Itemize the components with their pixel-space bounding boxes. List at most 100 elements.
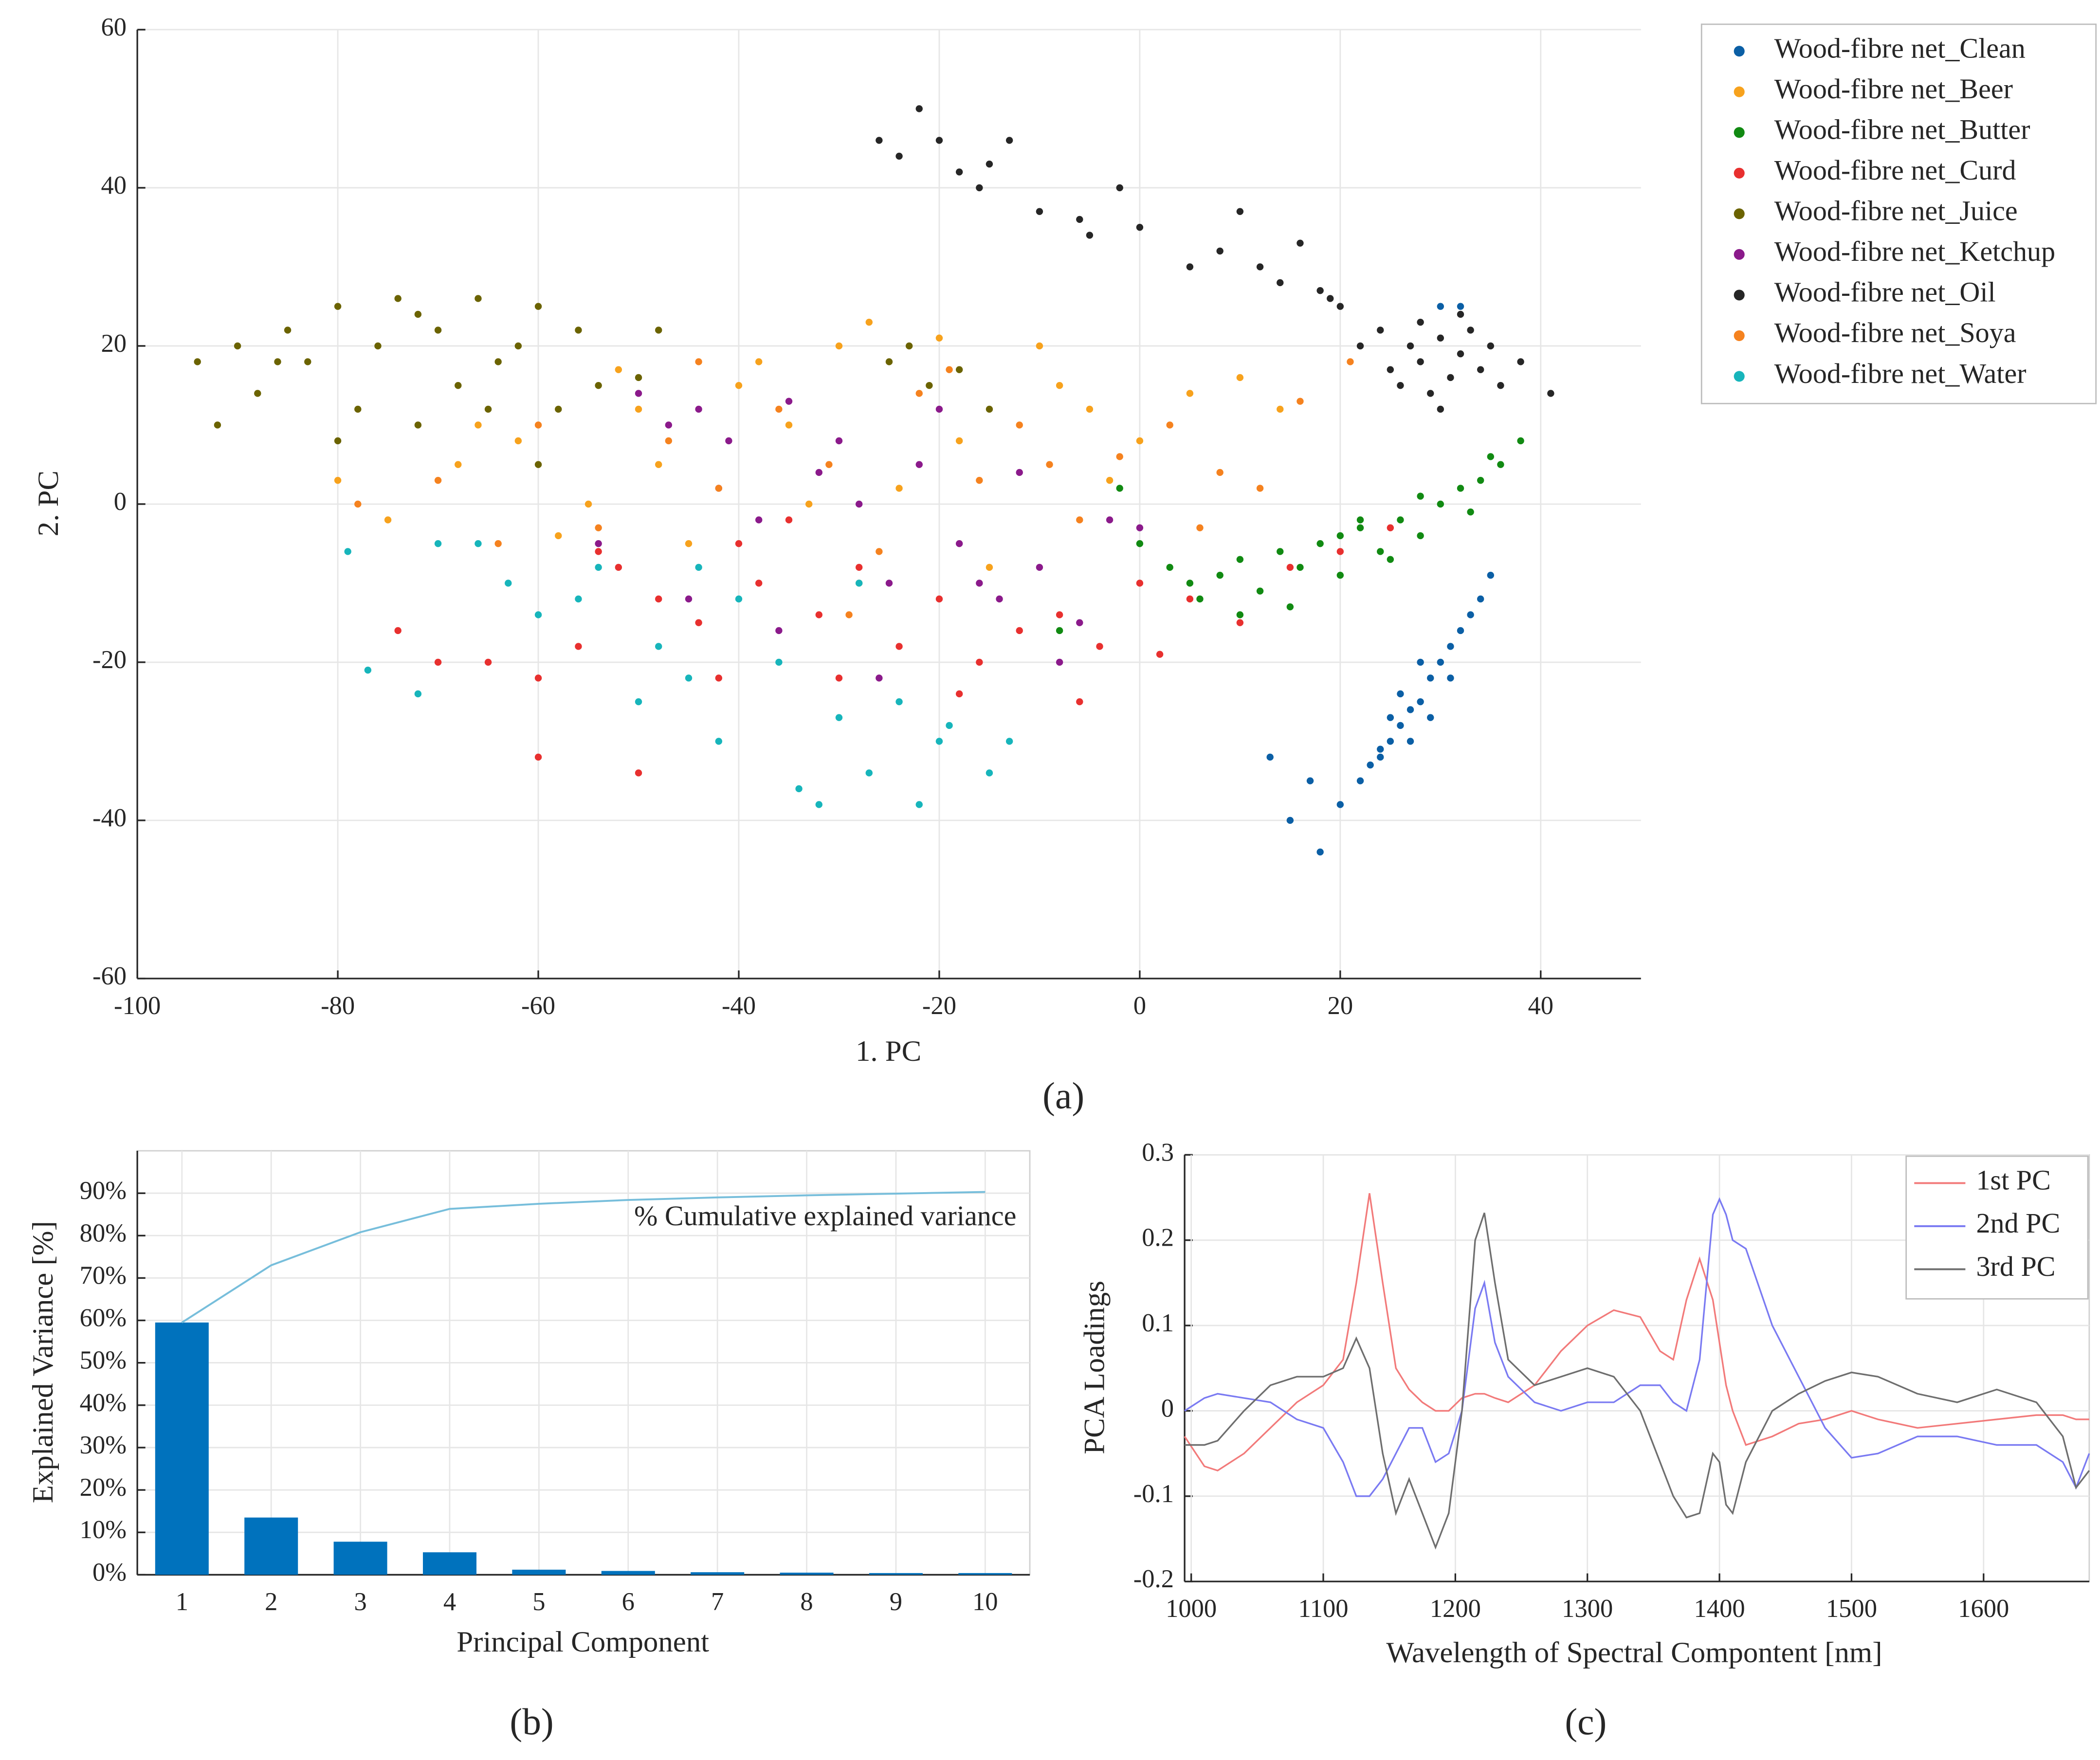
scatter-point	[915, 801, 923, 808]
scatter-point	[695, 405, 702, 413]
scatter-point	[1397, 722, 1404, 729]
scatter-point	[1406, 706, 1414, 713]
x-tick-label: 1300	[1562, 1595, 1613, 1623]
scatter-point	[234, 342, 241, 350]
scatter-point	[274, 358, 281, 365]
x-tick-label: -40	[722, 992, 756, 1020]
bar	[780, 1572, 834, 1575]
scatter-point	[986, 769, 993, 777]
scatter-point	[885, 358, 893, 365]
x-tick-label: 1200	[1430, 1595, 1481, 1623]
scatter-point	[1427, 714, 1434, 721]
scatter-point	[1397, 382, 1404, 389]
scatter-point	[655, 643, 662, 650]
scatter-point	[1406, 342, 1414, 350]
scatter-point	[955, 437, 963, 445]
legend-marker	[1734, 330, 1745, 341]
scatter-point	[1005, 137, 1013, 144]
scatter-point	[1316, 287, 1324, 294]
scatter-point	[534, 753, 542, 761]
scatter-point	[1377, 753, 1384, 761]
legend-label: Wood-fibre net_Ketchup	[1774, 236, 2056, 267]
x-axis-title: 1. PC	[856, 1035, 921, 1068]
scatter-point	[434, 327, 442, 334]
scatter-point	[755, 516, 763, 524]
loading-line	[1185, 1213, 2090, 1550]
scatter-point	[1457, 350, 1464, 358]
panel-caption: (c)	[1565, 1701, 1607, 1742]
scatter-point	[1347, 358, 1354, 365]
scatter-point	[895, 485, 903, 492]
x-axis-title: Principal Component	[457, 1626, 709, 1658]
scatter-point	[1016, 627, 1023, 635]
scatter-point	[584, 500, 592, 508]
scatter-point	[595, 524, 602, 531]
x-tick-label: 1400	[1694, 1595, 1745, 1623]
scatter-point	[1056, 658, 1063, 666]
scatter-point	[1457, 627, 1464, 635]
y-tick-label: 0	[1161, 1394, 1174, 1422]
y-tick-label: -0.1	[1133, 1480, 1174, 1508]
scatter-point	[1437, 334, 1444, 342]
loading-line	[1184, 1193, 2089, 1471]
scatter-point	[1306, 777, 1314, 784]
scatter-point	[655, 327, 662, 334]
scatter-point	[1517, 358, 1524, 365]
scatter-point	[1356, 524, 1364, 531]
legend-label: 2nd PC	[1976, 1207, 2061, 1239]
scatter-point	[785, 421, 793, 429]
scatter-point	[1216, 469, 1223, 476]
scatter-point	[475, 540, 482, 547]
scatter-point	[935, 595, 943, 603]
x-tick-label: 1	[176, 1588, 188, 1616]
scatter-point	[1427, 390, 1434, 397]
scatter-point	[1056, 627, 1063, 635]
y-tick-label: 10%	[80, 1516, 127, 1544]
scatter-point	[876, 548, 883, 555]
scatter-point	[695, 563, 702, 571]
scatter-point	[344, 548, 351, 555]
x-axis-title: Wavelength of Spectral Compontent [nm]	[1386, 1636, 1882, 1669]
scatter-point	[1196, 595, 1204, 603]
scatter-point	[955, 540, 963, 547]
scatter-point	[1076, 216, 1083, 223]
scatter-point	[1417, 532, 1424, 540]
scatter-point	[685, 540, 693, 547]
scatter-point	[915, 105, 923, 112]
scatter-point	[414, 690, 422, 698]
scatter-point	[855, 500, 863, 508]
scatter-point	[935, 334, 943, 342]
scatter-point	[865, 318, 873, 326]
scatter-point	[475, 295, 482, 302]
scatter-point	[484, 658, 492, 666]
scatter-point	[1457, 303, 1464, 310]
scatter-point	[926, 382, 933, 389]
scatter-point	[1096, 643, 1103, 650]
y-tick-label: 60	[101, 13, 127, 41]
panel-caption: (a)	[1042, 1075, 1084, 1117]
scatter-point	[1286, 816, 1294, 824]
y-tick-label: 0	[114, 488, 127, 516]
scatter-point	[976, 658, 983, 666]
scatter-point	[534, 421, 542, 429]
legend-label: Wood-fibre net_Oil	[1774, 276, 1996, 308]
scatter-point	[394, 295, 402, 302]
scatter-point	[1427, 674, 1434, 682]
scatter-point	[815, 801, 822, 808]
scatter-point	[1136, 223, 1144, 231]
scatter-point	[615, 563, 622, 571]
scatter-point	[665, 421, 673, 429]
scatter-point	[855, 563, 863, 571]
y-tick-label: 60%	[80, 1304, 127, 1332]
scatter-point	[895, 643, 903, 650]
scatter-point	[575, 643, 582, 650]
scatter-point	[665, 437, 673, 445]
scatter-point	[785, 398, 793, 405]
scatter-point	[905, 342, 913, 350]
scatter-point	[1005, 738, 1013, 745]
scatter-point	[354, 405, 362, 413]
scatter-point	[1156, 651, 1164, 658]
scatter-point	[955, 168, 963, 176]
scatter-point	[835, 342, 843, 350]
x-tick-label: 1100	[1298, 1595, 1348, 1623]
